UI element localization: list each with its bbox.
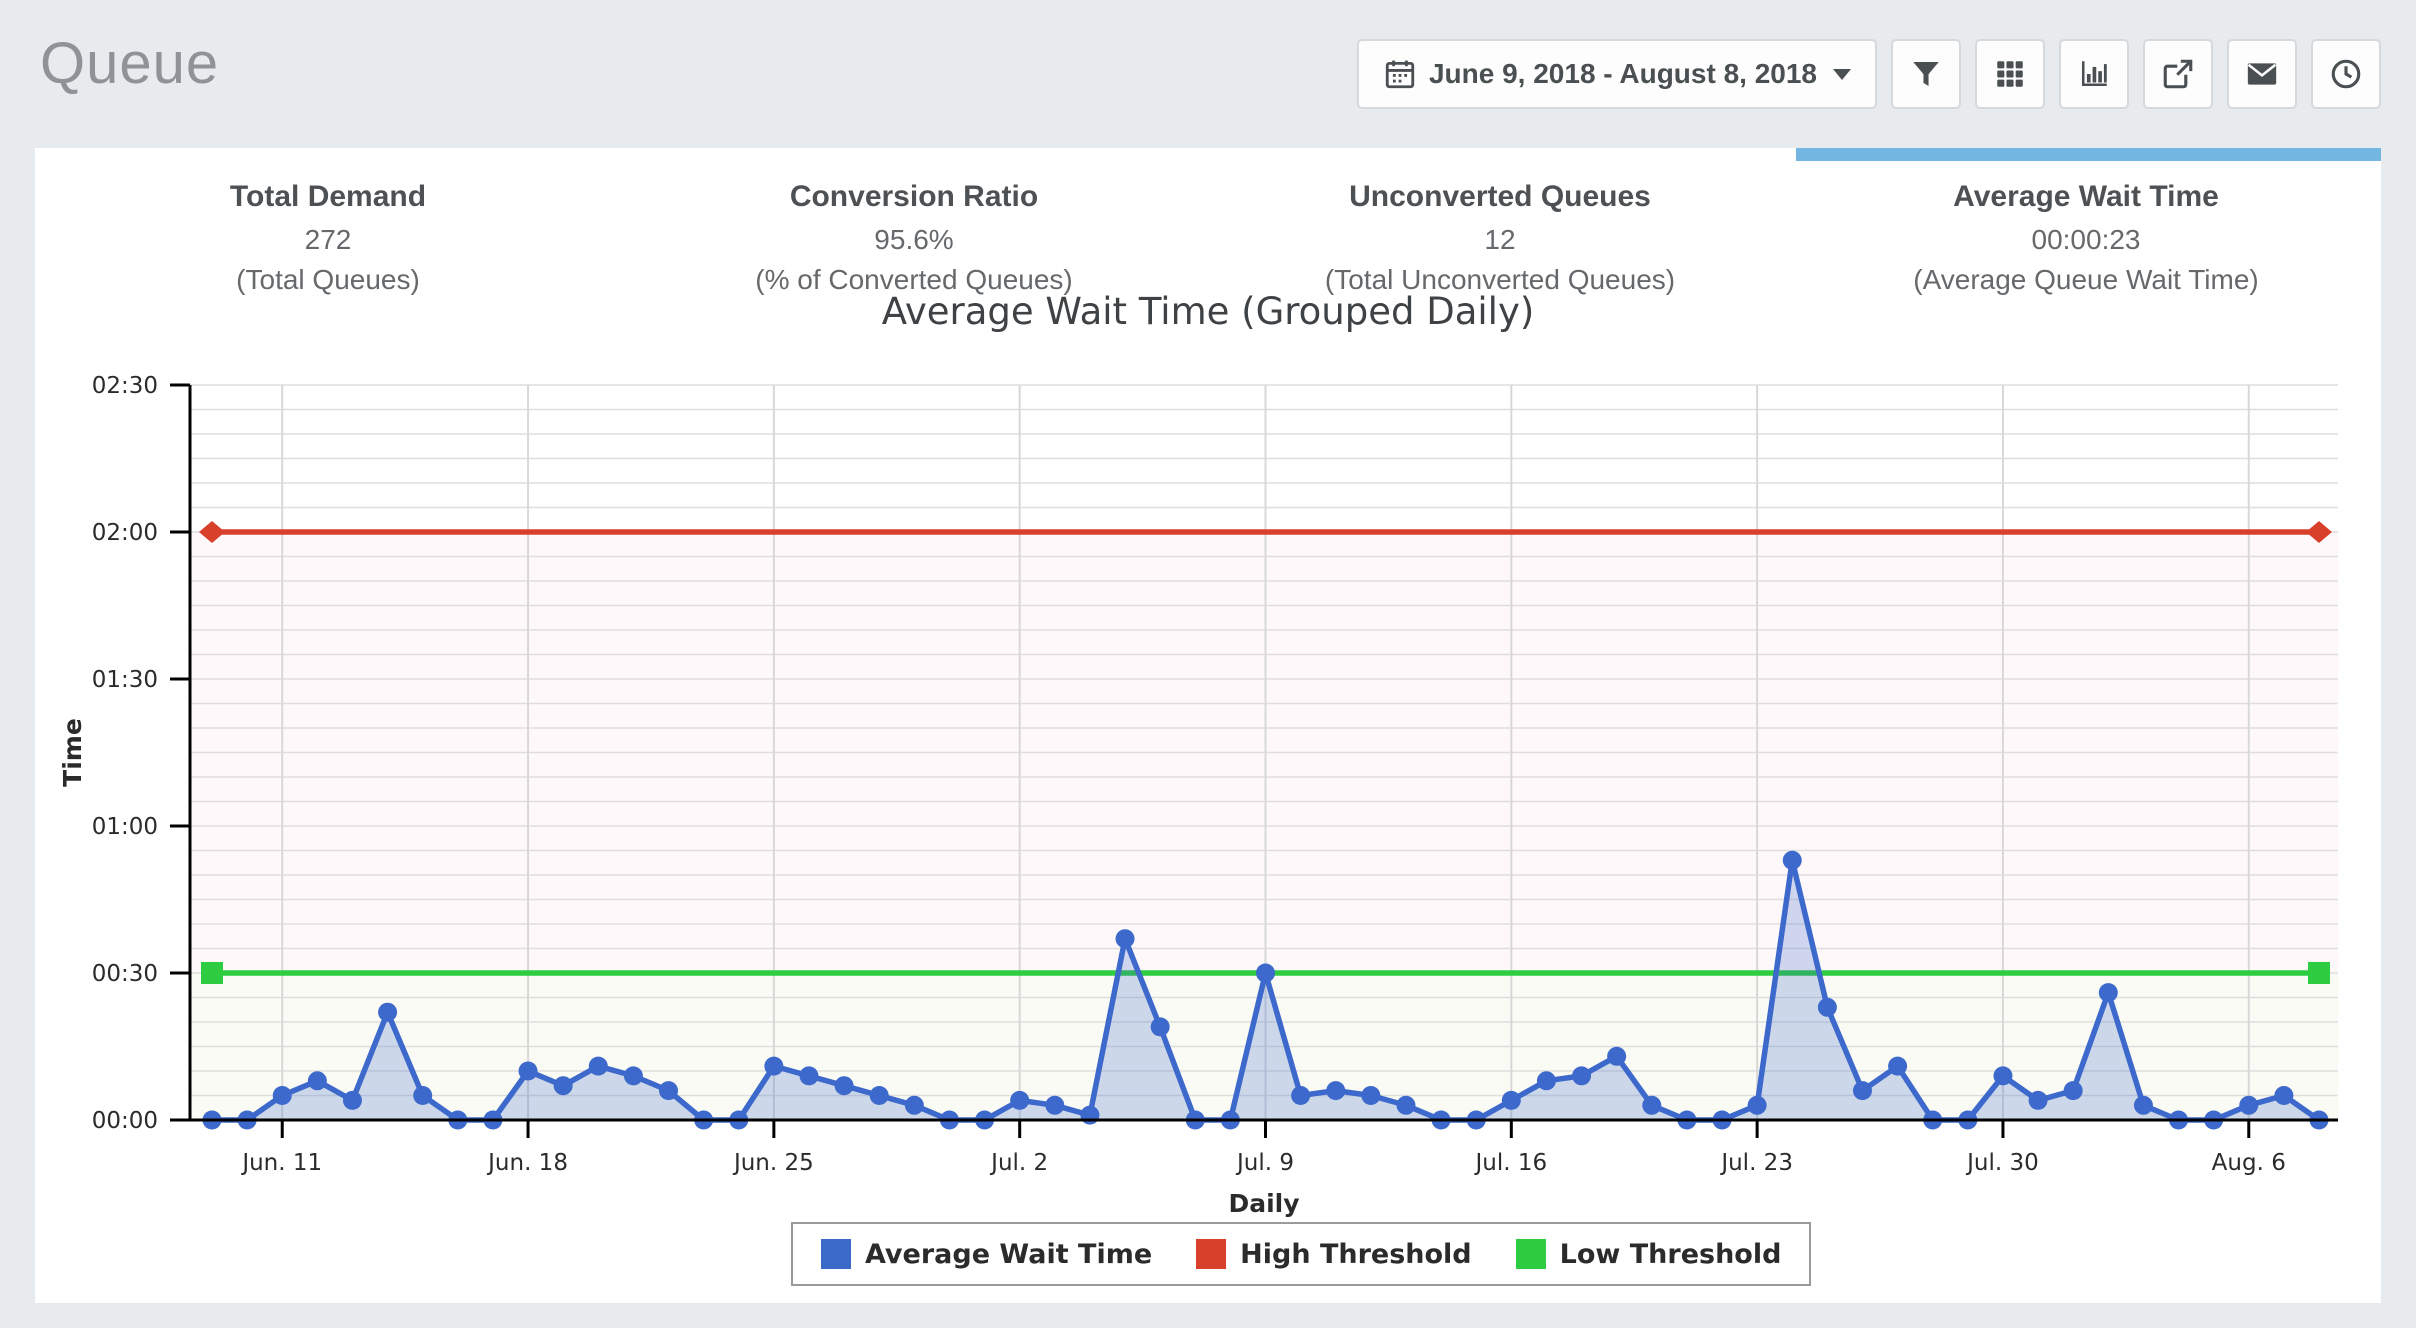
stats-row: Total Demand 272 (Total Queues) Conversi… bbox=[35, 148, 2381, 296]
selected-metric-indicator bbox=[1796, 148, 2381, 161]
svg-text:Jul. 30: Jul. 30 bbox=[1965, 1150, 2039, 1176]
stat-value: 95.6% bbox=[874, 224, 954, 255]
chart-view-button[interactable] bbox=[2059, 39, 2129, 109]
stat-total-demand[interactable]: Total Demand 272 (Total Queues) bbox=[35, 180, 621, 296]
svg-text:Aug. 6: Aug. 6 bbox=[2212, 1150, 2286, 1176]
stat-value: 00:00:23 bbox=[2031, 224, 2141, 255]
stat-subtitle: (Total Unconverted Queues) bbox=[1324, 264, 1676, 295]
chart-legend: Average Wait Time High Threshold Low Thr… bbox=[791, 1222, 1812, 1286]
grid-icon bbox=[1997, 61, 2023, 87]
svg-text:Time: Time bbox=[58, 718, 87, 787]
stat-value: 12 bbox=[1484, 224, 1516, 255]
svg-text:Jul. 23: Jul. 23 bbox=[1719, 1150, 1793, 1176]
svg-text:00:30: 00:30 bbox=[92, 961, 158, 987]
bar-chart-icon bbox=[2081, 61, 2107, 87]
svg-text:Jul. 16: Jul. 16 bbox=[1473, 1150, 1547, 1176]
page-title: Queue bbox=[40, 31, 220, 96]
stat-unconverted-queues[interactable]: Unconverted Queues 12 (Total Unconverted… bbox=[1207, 180, 1793, 296]
stat-subtitle: (Total Queues) bbox=[236, 264, 420, 295]
svg-text:01:00: 01:00 bbox=[92, 814, 158, 840]
svg-text:02:30: 02:30 bbox=[92, 373, 158, 399]
svg-text:Jun. 18: Jun. 18 bbox=[486, 1150, 568, 1176]
date-range-button[interactable]: June 9, 2018 - August 8, 2018 bbox=[1356, 39, 1877, 109]
email-button[interactable] bbox=[2227, 39, 2297, 109]
filter-icon bbox=[1913, 61, 1939, 87]
toolbar: June 9, 2018 - August 8, 2018 bbox=[1356, 39, 2381, 109]
stat-title: Total Demand bbox=[229, 180, 427, 213]
date-range-label: June 9, 2018 - August 8, 2018 bbox=[1428, 58, 1817, 89]
stat-subtitle: (% of Converted Queues) bbox=[755, 264, 1073, 295]
svg-text:Daily: Daily bbox=[1228, 1189, 1299, 1218]
legend-swatch-low-threshold bbox=[1515, 1239, 1546, 1269]
export-button[interactable] bbox=[2143, 39, 2213, 109]
clock-icon bbox=[2331, 59, 2361, 89]
legend-swatch-high-threshold bbox=[1196, 1239, 1227, 1269]
stat-average-wait-time[interactable]: Average Wait Time 00:00:23 (Average Queu… bbox=[1793, 180, 2379, 296]
content-card: Total Demand 272 (Total Queues) Conversi… bbox=[35, 148, 2381, 1303]
svg-text:Jun. 25: Jun. 25 bbox=[732, 1150, 814, 1176]
stat-value: 272 bbox=[304, 224, 352, 255]
svg-text:00:00: 00:00 bbox=[92, 1108, 158, 1134]
stat-title: Average Wait Time bbox=[1953, 180, 2219, 213]
calendar-icon bbox=[1385, 60, 1415, 89]
page-header: Queue June 9, 2018 - August 8, 2018 bbox=[0, 0, 2416, 148]
grid-view-button[interactable] bbox=[1975, 39, 2045, 109]
stat-title: Unconverted Queues bbox=[1349, 180, 1651, 213]
stat-conversion-ratio[interactable]: Conversion Ratio 95.6% (% of Converted Q… bbox=[621, 180, 1207, 296]
chart-canvas: 00:00 00:30 01:00 01:30 02:00 02:30 Jun. 11 Jun… bbox=[58, 373, 2338, 1218]
legend-swatch-average-wait-time bbox=[821, 1239, 851, 1269]
svg-text:02:00: 02:00 bbox=[92, 520, 158, 546]
filter-button[interactable] bbox=[1891, 39, 1961, 109]
schedule-button[interactable] bbox=[2311, 39, 2381, 109]
legend-item-average-wait-time: Average Wait Time bbox=[821, 1239, 1152, 1270]
caret-down-icon bbox=[1833, 68, 1851, 80]
stat-subtitle: (Average Queue Wait Time) bbox=[1913, 264, 2259, 295]
share-icon bbox=[2163, 59, 2193, 89]
envelope-icon bbox=[2247, 63, 2277, 85]
svg-text:Jul. 2: Jul. 2 bbox=[989, 1150, 1048, 1176]
chart-title: Average Wait Time (Grouped Daily) bbox=[881, 290, 1535, 333]
legend-item-high-threshold: High Threshold bbox=[1196, 1239, 1472, 1270]
stat-title: Conversion Ratio bbox=[789, 180, 1039, 213]
svg-text:Jul. 9: Jul. 9 bbox=[1235, 1150, 1294, 1176]
legend-item-low-threshold: Low Threshold bbox=[1515, 1239, 1781, 1270]
svg-text:01:30: 01:30 bbox=[92, 667, 158, 693]
svg-text:Jun. 11: Jun. 11 bbox=[240, 1150, 322, 1176]
